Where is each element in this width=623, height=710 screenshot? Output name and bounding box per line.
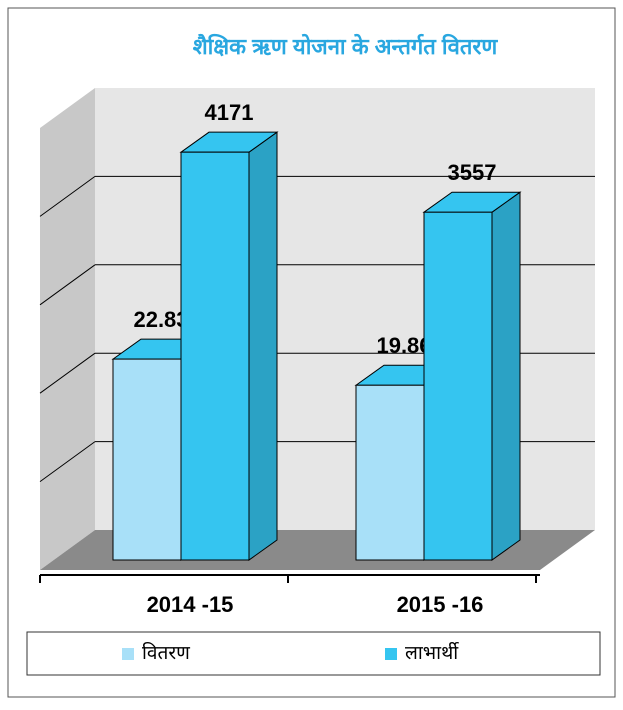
bar-side [248,131,278,561]
bar-side [491,191,521,561]
data-label: 4171 [205,100,254,125]
bar-front [180,151,250,561]
data-label: 3557 [448,160,497,185]
data-label: 22.83 [133,307,188,332]
legend [26,631,601,676]
bar [422,191,522,561]
grid-line [39,352,96,394]
bar [179,131,279,561]
legend-swatch [385,648,397,660]
x-tick-label: 2015 -16 [397,592,484,617]
bar-front [423,211,493,561]
legend-label: वितरण [142,641,190,664]
legend-label: लाभार्थी [405,641,459,664]
data-label: 19.86 [376,333,431,358]
side-wall [40,88,95,570]
chart-title: शैक्षिक ऋण योजना के अन्तर्गत वितरण [193,33,499,59]
grid-line [39,441,96,483]
bar-front [355,384,425,561]
x-tick-label: 2014 -15 [147,592,234,617]
grid-line [39,264,96,306]
frame [7,7,616,698]
bar-front [112,358,182,561]
grid-line [39,175,96,217]
legend-swatch [122,648,134,660]
